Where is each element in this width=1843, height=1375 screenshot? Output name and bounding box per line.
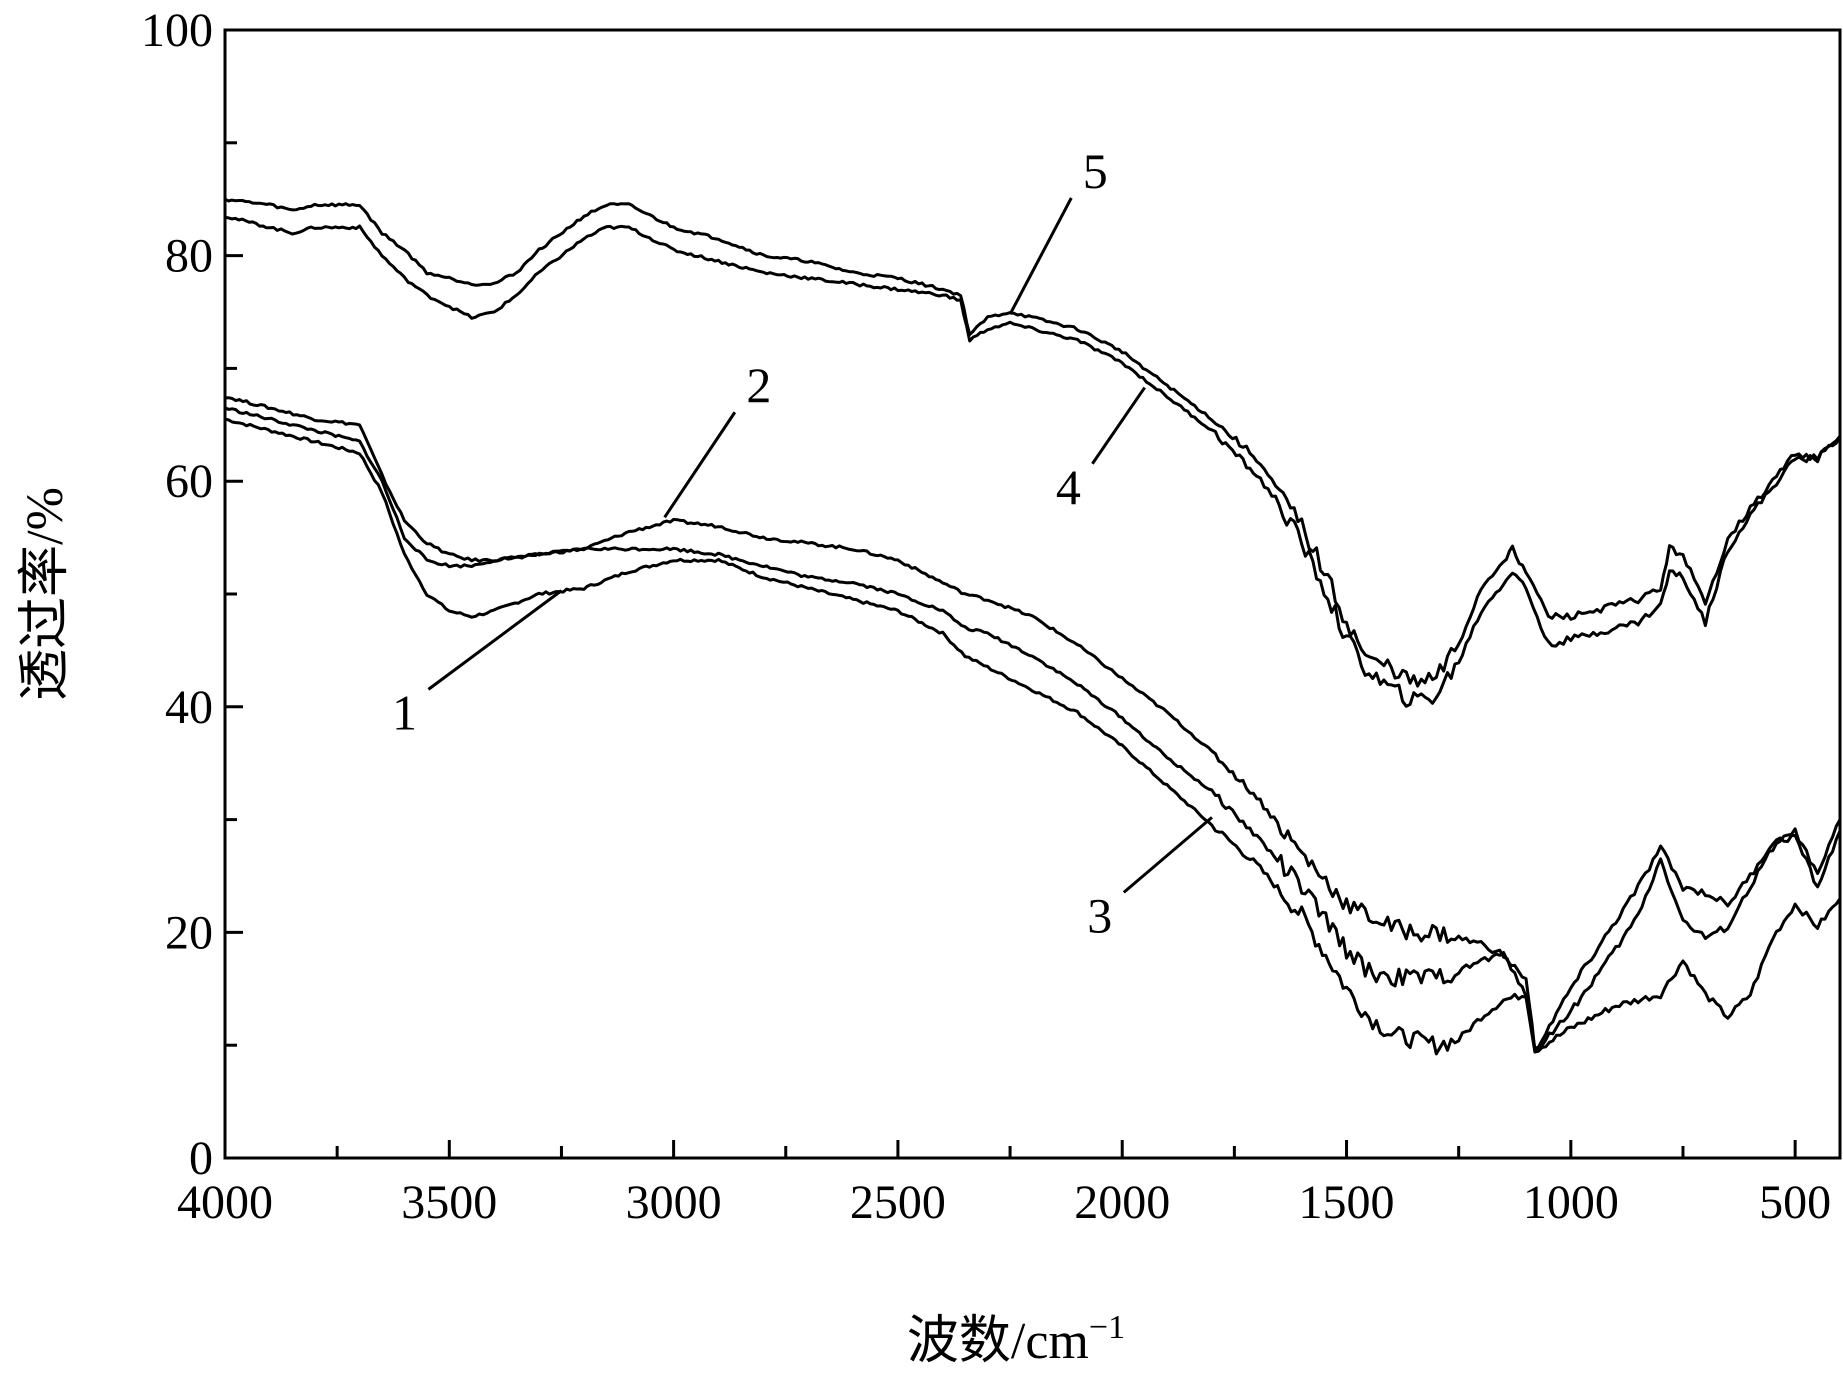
x-tick-label: 1000 (1523, 1176, 1619, 1229)
x-axis-title: 波数/cm−1 (907, 1309, 1125, 1370)
leader-line-5 (1008, 197, 1073, 315)
curve-label-3: 3 (1087, 887, 1112, 943)
x-tick-label: 500 (1759, 1176, 1831, 1229)
x-axis-title-main: 波数/cm (907, 1313, 1089, 1370)
x-tick-label: 3500 (401, 1176, 497, 1229)
curve-label-5: 5 (1083, 143, 1108, 199)
curve-3 (224, 406, 1842, 1053)
curve-label-2: 2 (746, 357, 771, 413)
x-tick-label: 1500 (1299, 1176, 1395, 1229)
y-tick-label: 0 (189, 1132, 213, 1185)
x-tick-label: 4000 (177, 1176, 273, 1229)
leader-line-3 (1122, 816, 1213, 894)
axis-ticks (223, 28, 1797, 1160)
y-tick-label: 40 (165, 681, 213, 734)
curve-2 (224, 396, 1842, 1050)
x-tick-label: 2000 (1074, 1176, 1170, 1229)
leader-line-1 (427, 589, 563, 691)
leader-line-2 (663, 411, 737, 519)
curve-label-1: 1 (392, 684, 417, 740)
curve-label-4: 4 (1056, 459, 1081, 515)
x-axis-title-superscript: −1 (1089, 1309, 1125, 1346)
curve-annotations: 1 2 3 4 5 (392, 143, 1213, 943)
y-tick-label: 60 (165, 455, 213, 508)
x-tick-label: 3000 (626, 1176, 722, 1229)
plot-frame (223, 28, 1842, 1160)
curve-4 (224, 215, 1842, 708)
y-tick-label: 80 (165, 230, 213, 283)
x-tick-label: 2500 (850, 1176, 946, 1229)
y-axis-title: 透过率/% (17, 487, 74, 701)
y-tick-label: 100 (141, 4, 213, 57)
tick-labels: 4000 3500 3000 2500 2000 1500 1000 500 0 20 40 60 80… (141, 4, 1831, 1229)
curve-5 (224, 197, 1842, 688)
leader-line-4 (1091, 386, 1146, 465)
spectra-curves (224, 197, 1842, 1056)
y-tick-label: 20 (165, 906, 213, 959)
curve-1 (224, 417, 1842, 1056)
